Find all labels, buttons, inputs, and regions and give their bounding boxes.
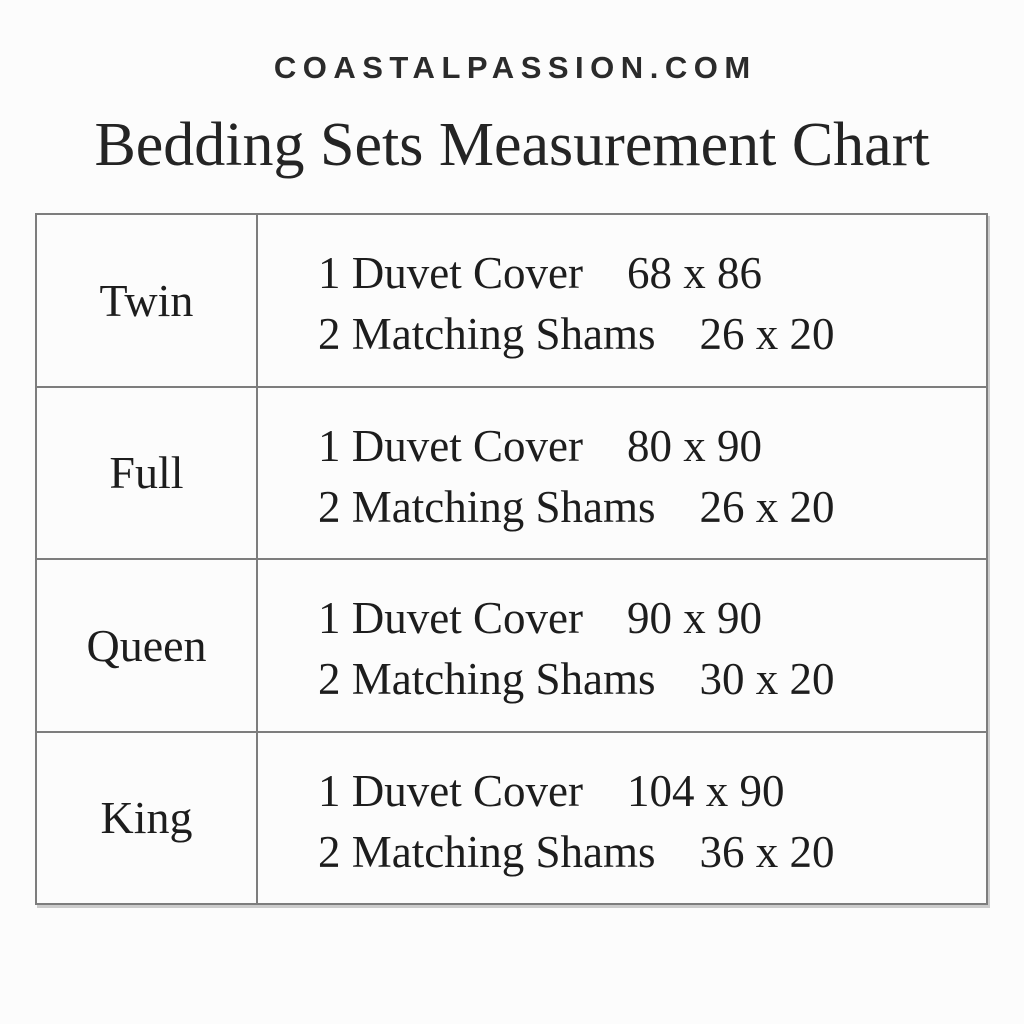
item-label: 2 Matching Shams (318, 654, 656, 705)
matching-shams-line: 2 Matching Shams 30 x 20 (318, 649, 986, 710)
item-dimensions: 104 x 90 (626, 765, 785, 816)
size-details: 1 Duvet Cover 68 x 86 2 Matching Shams 26 … (258, 215, 986, 386)
item-dimensions: 26 x 20 (699, 481, 835, 532)
item-label: 1 Duvet Cover (318, 420, 583, 471)
item-dimensions: 80 x 90 (626, 420, 762, 471)
item-dimensions: 30 x 20 (699, 654, 835, 705)
duvet-cover-line: 1 Duvet Cover 68 x 86 (318, 243, 986, 304)
duvet-cover-line: 1 Duvet Cover 90 x 90 (318, 588, 986, 649)
item-dimensions: 26 x 20 (699, 309, 835, 360)
item-dimensions: 68 x 86 (626, 248, 762, 299)
site-name: COASTALPASSION.COM (273, 50, 757, 85)
size-label: King (37, 732, 258, 903)
duvet-cover-line: 1 Duvet Cover 104 x 90 (318, 761, 986, 822)
item-label: 2 Matching Shams (318, 309, 656, 360)
size-label: Full (37, 387, 258, 558)
item-dimensions: 90 x 90 (626, 593, 762, 644)
table-row-queen: Queen 1 Duvet Cover 90 x 90 2 Matching Sh… (37, 560, 986, 733)
table-row-twin: Twin 1 Duvet Cover 68 x 86 2 Matching Sha… (37, 215, 986, 388)
table-row-king: King 1 Duvet Cover 104 x 90 2 Matching Sh… (37, 732, 986, 904)
matching-shams-line: 2 Matching Shams 36 x 20 (318, 822, 986, 883)
item-label: 2 Matching Shams (318, 481, 656, 532)
size-label: Twin (37, 215, 258, 386)
size-details: 1 Duvet Cover 90 x 90 2 Matching Shams 30 … (258, 560, 986, 731)
duvet-cover-line: 1 Duvet Cover 80 x 90 (318, 416, 986, 477)
matching-shams-line: 2 Matching Shams 26 x 20 (318, 304, 986, 365)
table-row-full: Full 1 Duvet Cover 80 x 90 2 Matching Sha… (37, 387, 986, 560)
size-details: 1 Duvet Cover 80 x 90 2 Matching Shams 26 … (258, 388, 986, 559)
item-label: 1 Duvet Cover (318, 765, 583, 816)
item-label: 2 Matching Shams (318, 826, 656, 877)
item-label: 1 Duvet Cover (318, 593, 583, 644)
matching-shams-line: 2 Matching Shams 26 x 20 (318, 477, 986, 538)
measurement-table: Twin 1 Duvet Cover 68 x 86 2 Matching Sha… (35, 213, 988, 905)
page-title: Bedding Sets Measurement Chart (94, 111, 930, 179)
item-label: 1 Duvet Cover (318, 248, 583, 299)
size-label: Queen (37, 560, 258, 731)
size-details: 1 Duvet Cover 104 x 90 2 Matching Shams 36… (258, 733, 986, 904)
item-dimensions: 36 x 20 (699, 826, 835, 877)
